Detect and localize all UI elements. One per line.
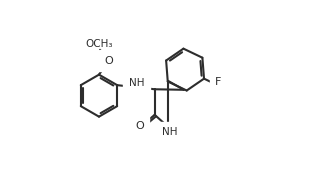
Text: NH: NH <box>162 127 177 137</box>
Text: NH: NH <box>129 78 144 88</box>
Text: OCH₃: OCH₃ <box>85 39 113 49</box>
Text: O: O <box>135 121 144 131</box>
Text: O: O <box>104 56 113 66</box>
Text: F: F <box>215 77 222 87</box>
